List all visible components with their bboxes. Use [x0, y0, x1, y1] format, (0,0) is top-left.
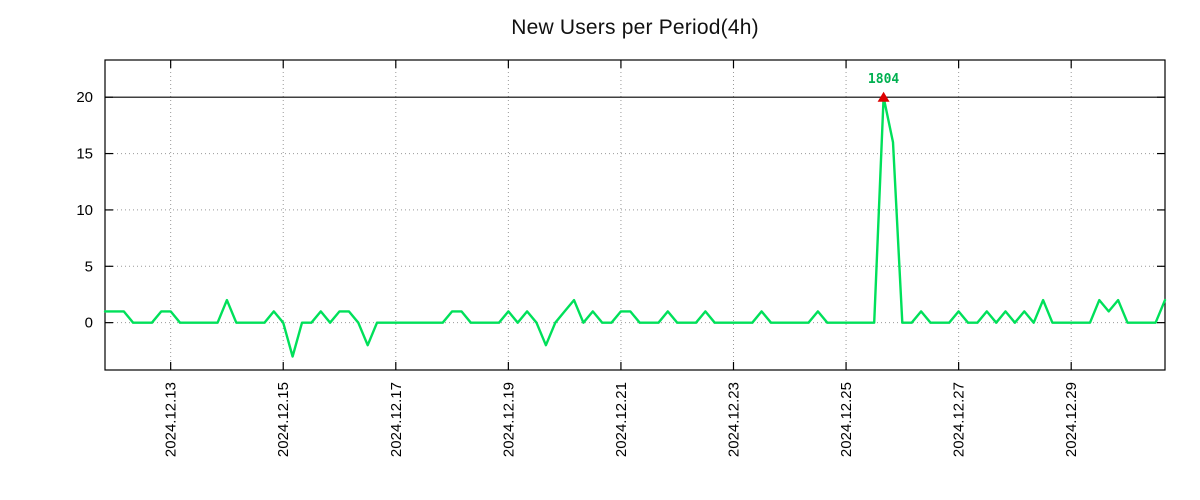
chart-title: New Users per Period(4h): [511, 16, 759, 39]
x-tick-label: 2024.12.29: [1063, 382, 1080, 457]
x-tick-label: 2024.12.27: [951, 382, 968, 457]
x-tick-label: 2024.12.23: [725, 382, 742, 457]
plot-border: [104, 59, 1166, 371]
y-tick-label: 15: [76, 146, 93, 163]
y-tick-label: 5: [85, 258, 93, 275]
series-line: [103, 95, 1167, 358]
x-tick-label: 2024.12.25: [838, 382, 855, 457]
y-tick-label: 0: [85, 315, 93, 332]
x-tick-label: 2024.12.15: [275, 382, 292, 457]
y-tick-label: 10: [76, 202, 93, 219]
peak-marker-icon: [877, 91, 890, 102]
x-tick-label: 2024.12.13: [163, 382, 180, 457]
peak-annotation: 1804: [868, 72, 899, 87]
x-tick-label: 2024.12.17: [388, 382, 405, 457]
x-tick-label: 2024.12.19: [500, 382, 517, 457]
x-tick-label: 2024.12.21: [613, 382, 630, 457]
y-tick-label: 20: [76, 89, 93, 106]
